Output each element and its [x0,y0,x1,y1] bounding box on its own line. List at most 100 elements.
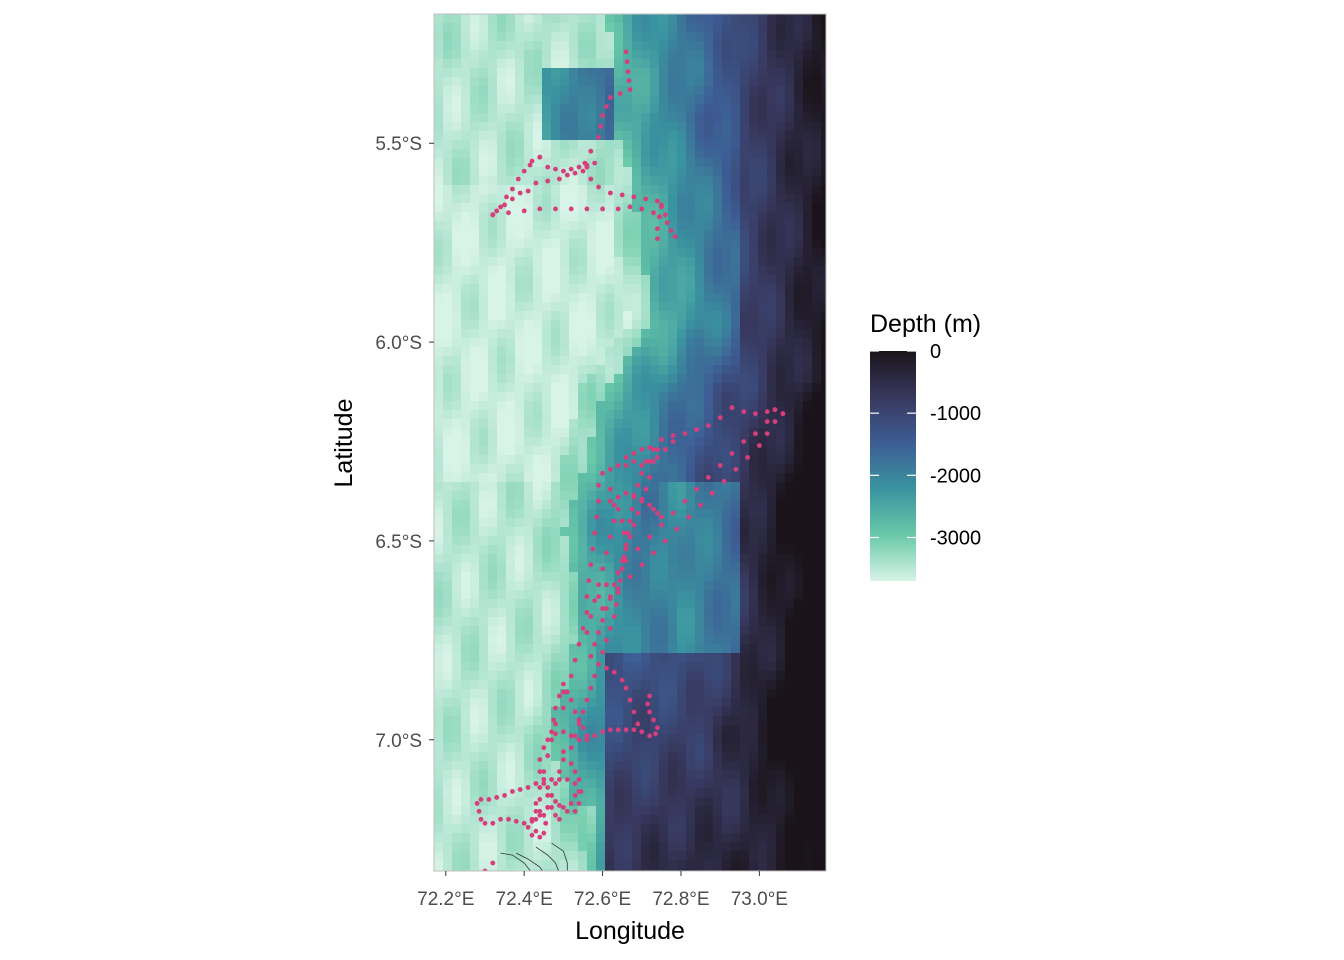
depth-cell [461,473,471,483]
depth-cell [632,563,642,573]
depth-cell [668,392,678,402]
depth-cell [524,851,534,861]
depth-cell [443,275,453,285]
depth-cell [641,491,651,501]
depth-cell [452,680,462,690]
depth-cell [812,842,822,852]
depth-cell [443,284,453,294]
depth-cell [533,545,543,555]
depth-cell [524,311,534,321]
depth-cell [551,140,561,150]
depth-cell [731,824,741,834]
depth-cell [749,356,759,366]
depth-cell [605,14,615,24]
depth-cell [479,527,489,537]
track-point [584,733,590,739]
depth-cell [488,518,498,528]
depth-cell [488,41,498,51]
track-point [576,721,582,727]
depth-cell [767,176,777,186]
depth-cell [587,752,597,762]
depth-cell [605,32,615,42]
depth-cell [695,446,705,456]
depth-cell [524,149,534,159]
depth-cell [479,806,489,816]
depth-cell [785,23,795,33]
depth-cell [659,671,669,681]
depth-cell [452,581,462,591]
depth-cell [587,248,597,258]
depth-cell [506,356,516,366]
depth-cell [668,842,678,852]
depth-cell [587,23,597,33]
depth-cell [767,572,777,582]
depth-cell [677,329,687,339]
track-point [506,816,511,822]
depth-cell [650,77,660,87]
depth-cell [812,275,822,285]
depth-cell [713,239,723,249]
track-point [682,431,688,436]
depth-cell [794,158,804,168]
depth-cell [731,716,741,726]
depth-cell [668,707,678,717]
depth-cell [776,14,786,24]
depth-cell [542,149,552,159]
depth-cell [533,455,543,465]
depth-cell [695,806,705,816]
track-point [651,506,656,512]
track-point [561,805,566,810]
depth-cell [596,158,606,168]
depth-cell [641,851,651,861]
depth-cell [470,662,480,672]
depth-cell [443,851,453,861]
depth-cell [803,14,813,24]
depth-cell [533,266,543,276]
x-tick-label: 72.2°E [417,889,474,910]
track-point [670,433,676,438]
depth-cell [578,203,588,213]
depth-cell [767,248,777,258]
depth-cell [515,383,525,393]
depth-cell [470,428,480,438]
depth-cell [470,770,480,780]
depth-cell [623,185,633,195]
depth-cell [812,68,822,78]
depth-cell [461,833,471,843]
depth-cell [740,23,750,33]
depth-cell [686,140,696,150]
depth-cell [542,50,552,60]
depth-cell [803,302,813,312]
depth-cell [785,446,795,456]
depth-cell [515,185,525,195]
depth-cell [497,581,507,591]
depth-cell [452,752,462,762]
depth-cell [713,653,723,663]
depth-cell [569,212,579,222]
depth-cell [812,419,822,429]
depth-cell [740,671,750,681]
depth-cell [740,59,750,69]
depth-cell [533,698,543,708]
depth-cell [452,761,462,771]
depth-cell [515,32,525,42]
depth-cell [731,842,741,852]
depth-cell [650,680,660,690]
depth-cell [461,770,471,780]
depth-cell [686,581,696,591]
depth-cell [614,131,624,141]
depth-cell [587,869,597,871]
depth-cell [614,842,624,852]
depth-cell [803,455,813,465]
depth-cell [578,455,588,465]
depth-cell [605,716,615,726]
depth-cell [812,428,822,438]
depth-cell [614,527,624,537]
depth-cell [515,590,525,600]
depth-cell [794,824,804,834]
depth-cell [515,518,525,528]
depth-cell [776,131,786,141]
depth-cell [767,356,777,366]
depth-cell [488,446,498,456]
depth-cell [542,311,552,321]
